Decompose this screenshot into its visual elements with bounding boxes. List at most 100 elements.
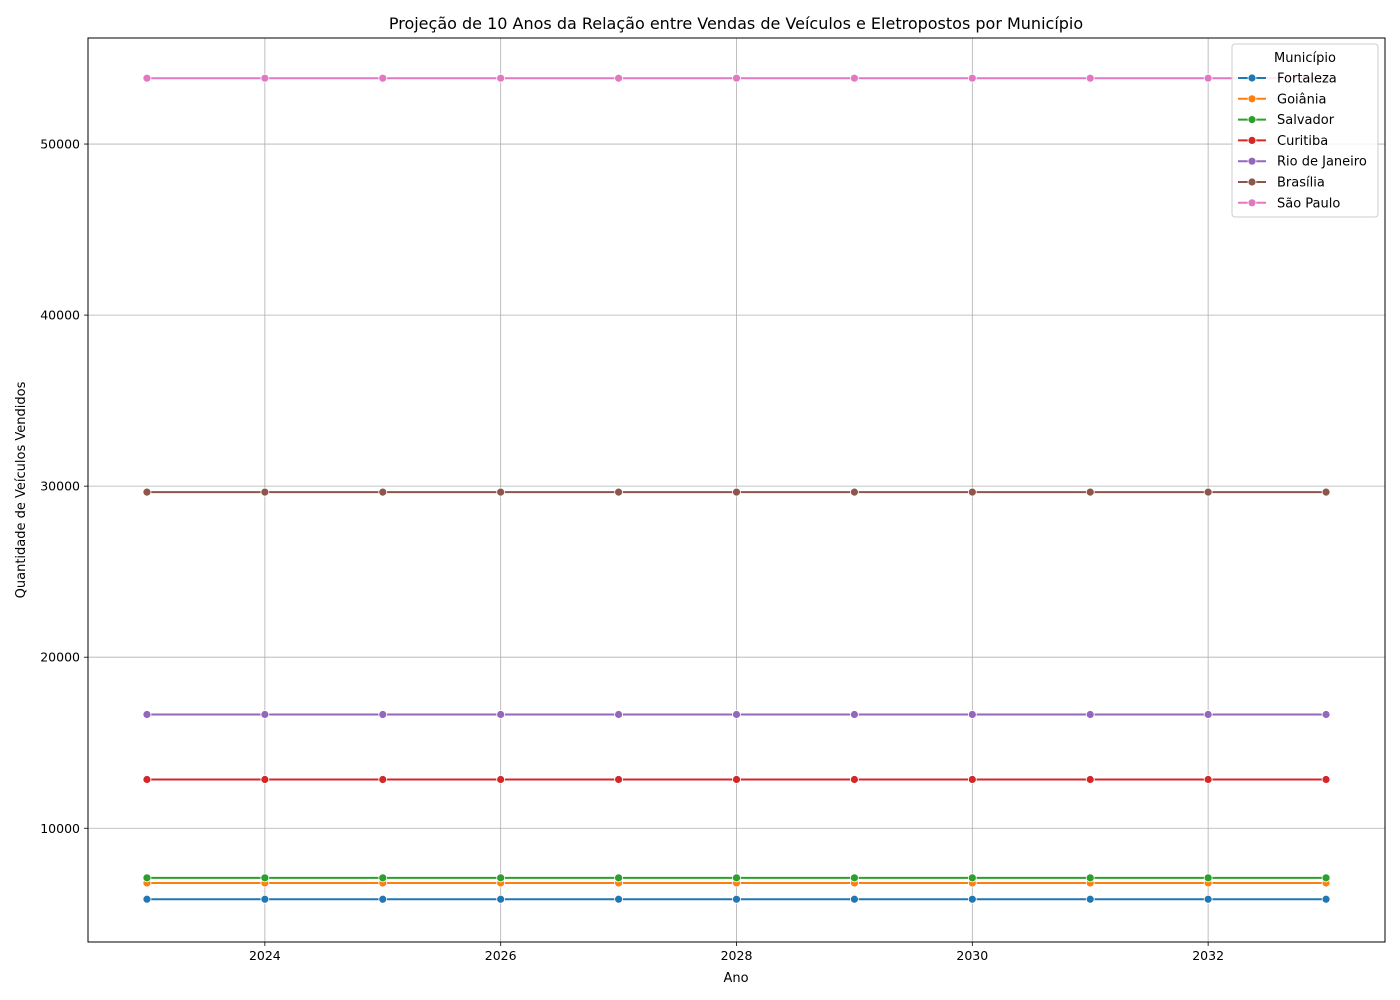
data-point-sao-paulo: [142, 73, 152, 83]
data-point-salvador: [967, 873, 977, 883]
data-point-curitiba: [378, 775, 388, 784]
x-tick-label: 2024: [249, 948, 281, 963]
data-point-rio-de-janeiro: [260, 710, 270, 719]
data-point-fortaleza: [1321, 894, 1331, 904]
series-layer: [142, 73, 1331, 904]
x-axis-label: Ano: [723, 971, 748, 986]
data-point-rio-de-janeiro: [732, 710, 741, 719]
legend-item-rio-de-janeiro: Rio de Janeiro: [1238, 155, 1367, 170]
data-point-curitiba: [732, 775, 741, 784]
data-point-salvador: [378, 873, 388, 883]
legend-label: Curitiba: [1277, 134, 1328, 149]
data-point-curitiba: [614, 775, 623, 784]
series-brasilia: [142, 487, 1331, 497]
data-point-sao-paulo: [260, 73, 270, 83]
data-point-sao-paulo: [1203, 73, 1213, 83]
legend-label: Brasília: [1277, 176, 1325, 191]
legend-swatch-marker: [1247, 198, 1257, 208]
data-point-curitiba: [850, 775, 859, 784]
legend-title: Município: [1274, 51, 1336, 66]
y-axis-label: Quantidade de Veículos Vendidos: [14, 381, 29, 598]
legend-item-sao-paulo: São Paulo: [1238, 196, 1340, 211]
data-point-brasilia: [260, 487, 270, 497]
y-tick-label: 50000: [40, 137, 80, 152]
data-point-salvador: [260, 873, 270, 883]
x-tick-label: 2028: [721, 948, 753, 963]
data-point-curitiba: [260, 775, 270, 784]
x-tick-label: 2030: [956, 948, 988, 963]
legend-item-salvador: Salvador: [1238, 113, 1335, 128]
data-point-salvador: [1203, 873, 1213, 883]
data-point-fortaleza: [614, 894, 623, 904]
y-tick-label: 10000: [40, 821, 80, 836]
legend-item-fortaleza: Fortaleza: [1238, 72, 1337, 87]
data-point-brasilia: [1321, 487, 1331, 497]
chart-title: Projeção de 10 Anos da Relação entre Ven…: [389, 14, 1083, 33]
data-point-fortaleza: [850, 894, 859, 904]
data-point-brasilia: [142, 487, 152, 497]
legend-items: Fortaleza Goiânia Salvador Curitiba Rio de J…: [1238, 72, 1367, 211]
data-point-sao-paulo: [850, 73, 859, 83]
data-point-brasilia: [1203, 487, 1213, 497]
data-point-salvador: [850, 873, 859, 883]
data-point-salvador: [496, 873, 506, 883]
data-point-curitiba: [1321, 775, 1331, 784]
data-point-fortaleza: [496, 894, 506, 904]
data-point-sao-paulo: [1085, 73, 1095, 83]
legend-swatch-marker: [1247, 177, 1257, 187]
data-point-salvador: [732, 873, 741, 883]
legend-label: Fortaleza: [1277, 72, 1337, 87]
legend-swatch-marker: [1247, 94, 1257, 104]
legend-item-curitiba: Curitiba: [1238, 134, 1328, 149]
x-tick-label: 2026: [485, 948, 517, 963]
data-point-rio-de-janeiro: [967, 710, 977, 719]
data-point-rio-de-janeiro: [614, 710, 623, 719]
tick-layer: 2024 2026 2028 2030 2032 10000 20000 30000 40000…: [40, 137, 1224, 963]
legend-item-brasilia: Brasília: [1238, 176, 1325, 191]
data-point-sao-paulo: [614, 73, 623, 83]
data-point-rio-de-janeiro: [1203, 710, 1213, 719]
data-point-curitiba: [967, 775, 977, 784]
legend-swatch-marker: [1247, 73, 1257, 83]
data-point-fortaleza: [732, 894, 741, 904]
data-point-curitiba: [142, 775, 152, 784]
series-fortaleza: [142, 894, 1331, 904]
data-point-fortaleza: [1085, 894, 1095, 904]
series-rio-de-janeiro: [142, 710, 1331, 719]
legend: Município Fortaleza Goiânia Salvador Curiti…: [1231, 43, 1379, 218]
data-point-salvador: [1085, 873, 1095, 883]
y-tick-label: 40000: [40, 308, 80, 323]
legend-box: [1231, 43, 1379, 218]
legend-label: Goiânia: [1277, 92, 1326, 107]
data-point-brasilia: [614, 487, 623, 497]
data-point-salvador: [142, 873, 152, 883]
legend-item-goiania: Goiânia: [1238, 92, 1326, 107]
data-point-rio-de-janeiro: [378, 710, 388, 719]
data-point-rio-de-janeiro: [496, 710, 506, 719]
data-point-fortaleza: [378, 894, 388, 904]
legend-label: Salvador: [1277, 113, 1335, 128]
series-curitiba: [142, 775, 1331, 784]
data-point-rio-de-janeiro: [142, 710, 152, 719]
legend-swatch-marker: [1247, 156, 1257, 166]
legend-swatch-marker: [1247, 135, 1257, 145]
data-point-brasilia: [967, 487, 977, 497]
data-point-sao-paulo: [732, 73, 741, 83]
data-point-curitiba: [1203, 775, 1213, 784]
data-point-rio-de-janeiro: [850, 710, 859, 719]
data-point-curitiba: [496, 775, 506, 784]
data-point-rio-de-janeiro: [1321, 710, 1331, 719]
data-point-fortaleza: [1203, 894, 1213, 904]
y-tick-label: 20000: [40, 650, 80, 665]
data-point-salvador: [614, 873, 623, 883]
data-point-salvador: [1321, 873, 1331, 883]
data-point-brasilia: [496, 487, 506, 497]
data-point-brasilia: [1085, 487, 1095, 497]
x-tick-label: 2032: [1192, 948, 1224, 963]
data-point-fortaleza: [142, 894, 152, 904]
y-tick-label: 30000: [40, 479, 80, 494]
legend-swatch-marker: [1247, 115, 1257, 124]
